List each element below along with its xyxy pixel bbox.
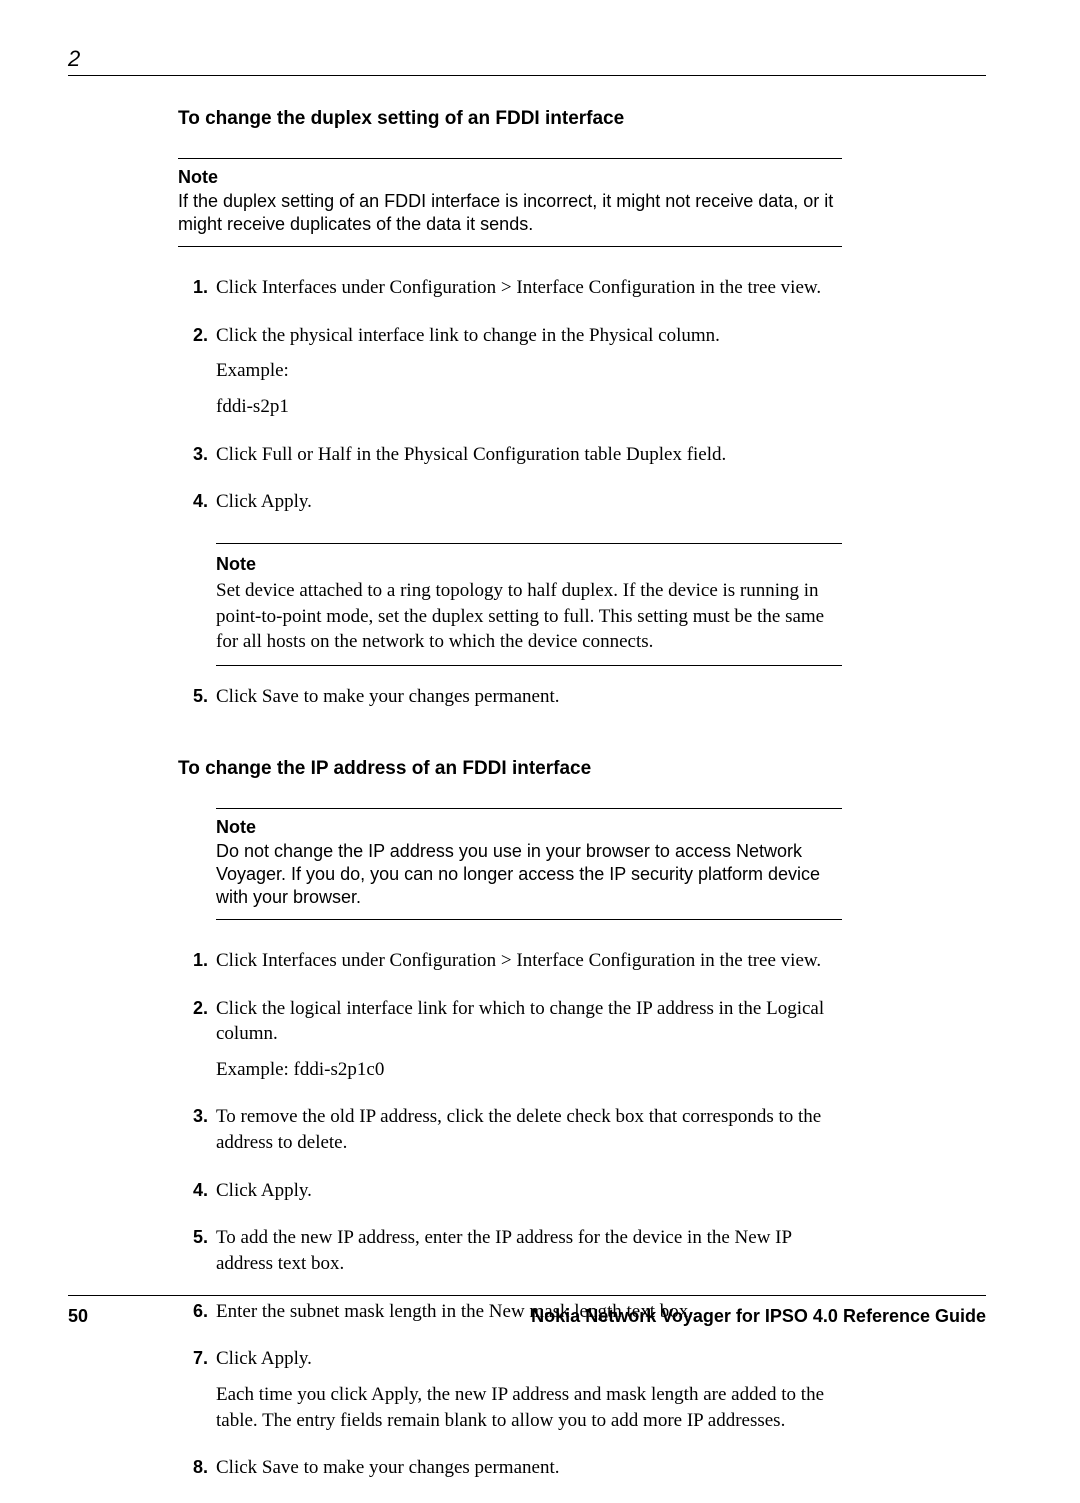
footer-rule <box>68 1295 986 1296</box>
step-number: 2. <box>178 996 216 1093</box>
step-body: Click Interfaces under Configuration > I… <box>216 948 842 984</box>
step-body: Click the logical interface link for whi… <box>216 996 842 1093</box>
step-body: Click Full or Half in the Physical Confi… <box>216 442 842 478</box>
step-text: Click the logical interface link for whi… <box>216 996 842 1047</box>
step-number: 5. <box>178 684 216 720</box>
step: 2. Click the physical interface link to … <box>178 323 842 430</box>
step: 1. Click Interfaces under Configuration … <box>178 948 842 984</box>
header-rule <box>68 75 986 76</box>
note-title: Note <box>178 167 842 188</box>
step-number: 8. <box>178 1455 216 1491</box>
note-body: Do not change the IP address you use in … <box>216 840 842 909</box>
step-number: 1. <box>178 275 216 311</box>
note-duplex-warning: Note If the duplex setting of an FDDI in… <box>178 158 842 247</box>
note-title: Note <box>216 817 842 838</box>
note-title: Note <box>216 552 842 576</box>
step: 8. Click Save to make your changes perma… <box>178 1455 842 1491</box>
step-body: To add the new IP address, enter the IP … <box>216 1225 842 1286</box>
step-body: Click Save to make your changes permanen… <box>216 1455 842 1491</box>
step-number: 4. <box>178 1178 216 1214</box>
step: 2. Click the logical interface link for … <box>178 996 842 1093</box>
book-title: Nokia Network Voyager for IPSO 4.0 Refer… <box>531 1306 986 1327</box>
steps-section1: 1. Click Interfaces under Configuration … <box>178 275 842 720</box>
step-text: fddi-s2p1 <box>216 394 842 420</box>
step: 4. Click Apply. <box>178 1178 842 1214</box>
heading-duplex: To change the duplex setting of an FDDI … <box>178 108 842 130</box>
step-text: To remove the old IP address, click the … <box>216 1104 842 1155</box>
step-text: Click the physical interface link to cha… <box>216 323 842 349</box>
note-ip-warning: Note Do not change the IP address you us… <box>216 808 842 920</box>
step-text: Click Apply. <box>216 1346 842 1372</box>
step: 3. Click Full or Half in the Physical Co… <box>178 442 842 478</box>
step-number: 7. <box>178 1346 216 1443</box>
step-body: Click Apply. <box>216 1178 842 1214</box>
step-text: Example: <box>216 358 842 384</box>
step-number: 3. <box>178 1104 216 1165</box>
step-text: Click Full or Half in the Physical Confi… <box>216 442 842 468</box>
note-topology: Note Set device attached to a ring topol… <box>216 543 842 666</box>
inline-note-block: Note Set device attached to a ring topol… <box>216 543 842 666</box>
step-text: Click Interfaces under Configuration > I… <box>216 948 842 974</box>
page-number: 50 <box>68 1306 88 1327</box>
step-number: 5. <box>178 1225 216 1286</box>
note-body: If the duplex setting of an FDDI interfa… <box>178 190 842 236</box>
step-number: 3. <box>178 442 216 478</box>
step-body: Click Interfaces under Configuration > I… <box>216 275 842 311</box>
page-content: To change the duplex setting of an FDDI … <box>178 108 842 1503</box>
step-body: Click Save to make your changes permanen… <box>216 684 842 720</box>
steps-section2: 1. Click Interfaces under Configuration … <box>178 948 842 1491</box>
chapter-number: 2 <box>68 46 80 72</box>
step: 3. To remove the old IP address, click t… <box>178 1104 842 1165</box>
step: 5. To add the new IP address, enter the … <box>178 1225 842 1286</box>
heading-ip: To change the IP address of an FDDI inte… <box>178 758 842 780</box>
step-body: Click Apply. <box>216 489 842 525</box>
step-number: 2. <box>178 323 216 430</box>
step-number: 1. <box>178 948 216 984</box>
step: 7. Click Apply. Each time you click Appl… <box>178 1346 842 1443</box>
note-body: Set device attached to a ring topology t… <box>216 578 842 655</box>
note-ip-block: Note Do not change the IP address you us… <box>216 808 842 920</box>
step-text: Click Save to make your changes permanen… <box>216 1455 842 1481</box>
step: 4. Click Apply. <box>178 489 842 525</box>
step-text: Example: fddi-s2p1c0 <box>216 1057 842 1083</box>
step-text: Click Apply. <box>216 1178 842 1204</box>
step-body: To remove the old IP address, click the … <box>216 1104 842 1165</box>
step-text: Each time you click Apply, the new IP ad… <box>216 1382 842 1433</box>
step-body: Click Apply. Each time you click Apply, … <box>216 1346 842 1443</box>
step-text: To add the new IP address, enter the IP … <box>216 1225 842 1276</box>
page: 2 To change the duplex setting of an FDD… <box>0 0 1080 1397</box>
step-body: Click the physical interface link to cha… <box>216 323 842 430</box>
step-number: 4. <box>178 489 216 525</box>
step: 1. Click Interfaces under Configuration … <box>178 275 842 311</box>
page-footer: 50 Nokia Network Voyager for IPSO 4.0 Re… <box>68 1295 986 1327</box>
step-text: Click Apply. <box>216 489 842 515</box>
step: 5. Click Save to make your changes perma… <box>178 684 842 720</box>
step-text: Click Save to make your changes permanen… <box>216 684 842 710</box>
step-text: Click Interfaces under Configuration > I… <box>216 275 842 301</box>
